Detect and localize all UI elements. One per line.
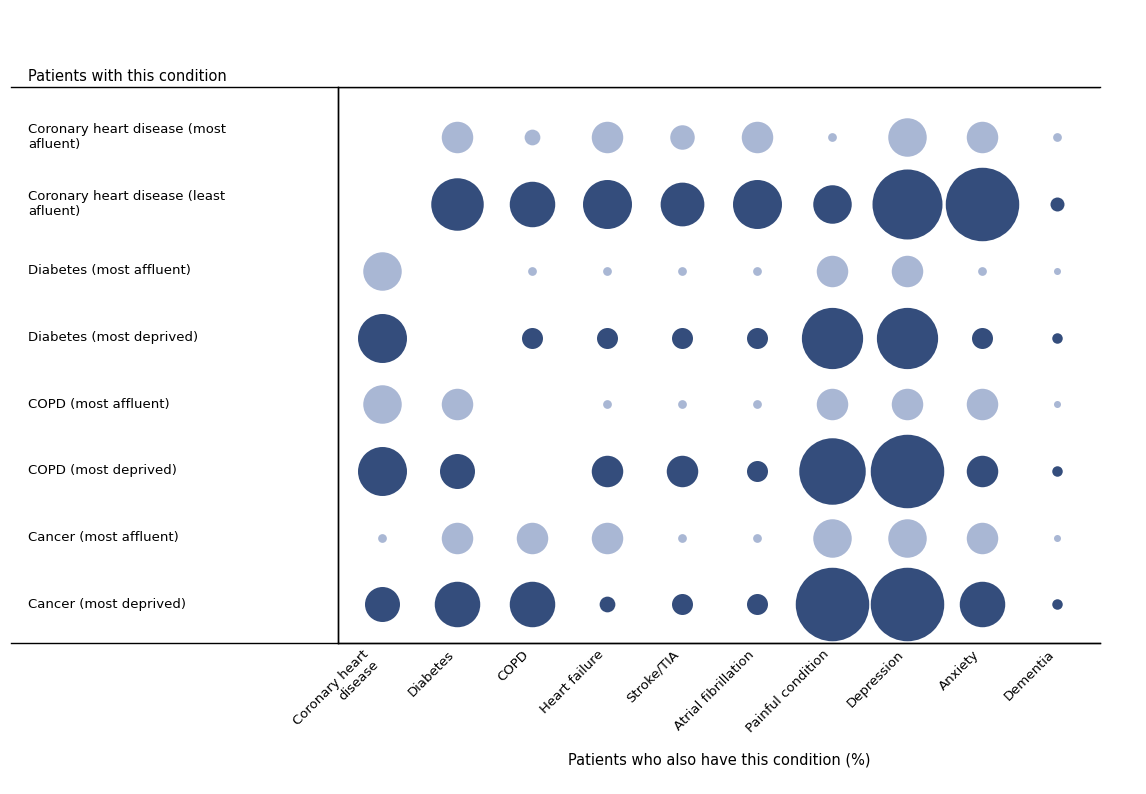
Point	[1047, 131, 1066, 144]
Point	[973, 198, 991, 210]
Point	[747, 398, 766, 410]
Point	[597, 264, 615, 277]
Point	[673, 198, 691, 210]
Point	[523, 131, 541, 144]
Point	[897, 198, 916, 210]
Point	[673, 398, 691, 410]
Point	[597, 331, 615, 344]
Point	[747, 331, 766, 344]
Point	[447, 398, 465, 410]
Point	[372, 331, 391, 344]
Point	[1047, 331, 1066, 344]
Point	[897, 598, 916, 611]
Point	[823, 198, 841, 210]
Point	[823, 598, 841, 611]
Point	[372, 531, 391, 544]
Point	[1047, 198, 1066, 210]
Point	[897, 531, 916, 544]
Point	[973, 264, 991, 277]
Point	[523, 531, 541, 544]
Point	[447, 531, 465, 544]
Point	[1047, 464, 1066, 477]
Point	[823, 531, 841, 544]
Point	[973, 398, 991, 410]
Point	[897, 331, 916, 344]
Point	[673, 331, 691, 344]
Point	[1047, 598, 1066, 611]
Text: Diabetes (most deprived): Diabetes (most deprived)	[28, 331, 198, 344]
Point	[897, 464, 916, 477]
X-axis label: Patients who also have this condition (%): Patients who also have this condition (%…	[568, 753, 870, 768]
Point	[673, 531, 691, 544]
Point	[747, 531, 766, 544]
Point	[823, 398, 841, 410]
Text: Cancer (most deprived): Cancer (most deprived)	[28, 598, 186, 611]
Point	[973, 331, 991, 344]
Text: Coronary heart disease (least
afluent): Coronary heart disease (least afluent)	[28, 190, 225, 218]
Point	[673, 464, 691, 477]
Point	[523, 198, 541, 210]
Point	[973, 131, 991, 144]
Point	[823, 131, 841, 144]
Point	[747, 131, 766, 144]
Point	[523, 598, 541, 611]
Point	[523, 331, 541, 344]
Point	[597, 398, 615, 410]
Point	[897, 398, 916, 410]
Point	[1047, 531, 1066, 544]
Point	[747, 264, 766, 277]
Point	[897, 264, 916, 277]
Point	[673, 598, 691, 611]
Point	[597, 464, 615, 477]
Text: COPD (most deprived): COPD (most deprived)	[28, 464, 176, 477]
Point	[673, 264, 691, 277]
Point	[1047, 264, 1066, 277]
Point	[823, 264, 841, 277]
Point	[372, 464, 391, 477]
Point	[447, 598, 465, 611]
Point	[747, 198, 766, 210]
Point	[823, 464, 841, 477]
Text: Cancer (most affluent): Cancer (most affluent)	[28, 531, 179, 544]
Text: Coronary heart disease (most
afluent): Coronary heart disease (most afluent)	[28, 123, 226, 152]
Point	[372, 598, 391, 611]
Point	[747, 464, 766, 477]
Point	[1047, 398, 1066, 410]
Text: Patients with this condition: Patients with this condition	[28, 69, 227, 84]
Point	[372, 264, 391, 277]
Point	[372, 398, 391, 410]
Point	[447, 198, 465, 210]
Point	[897, 131, 916, 144]
Point	[597, 198, 615, 210]
Point	[597, 531, 615, 544]
Point	[597, 598, 615, 611]
Point	[447, 464, 465, 477]
Point	[597, 131, 615, 144]
Text: COPD (most affluent): COPD (most affluent)	[28, 398, 170, 410]
Point	[973, 598, 991, 611]
Point	[973, 531, 991, 544]
Point	[747, 598, 766, 611]
Point	[447, 131, 465, 144]
Point	[973, 464, 991, 477]
Point	[523, 264, 541, 277]
Text: Diabetes (most affluent): Diabetes (most affluent)	[28, 264, 190, 277]
Point	[823, 331, 841, 344]
Point	[673, 131, 691, 144]
